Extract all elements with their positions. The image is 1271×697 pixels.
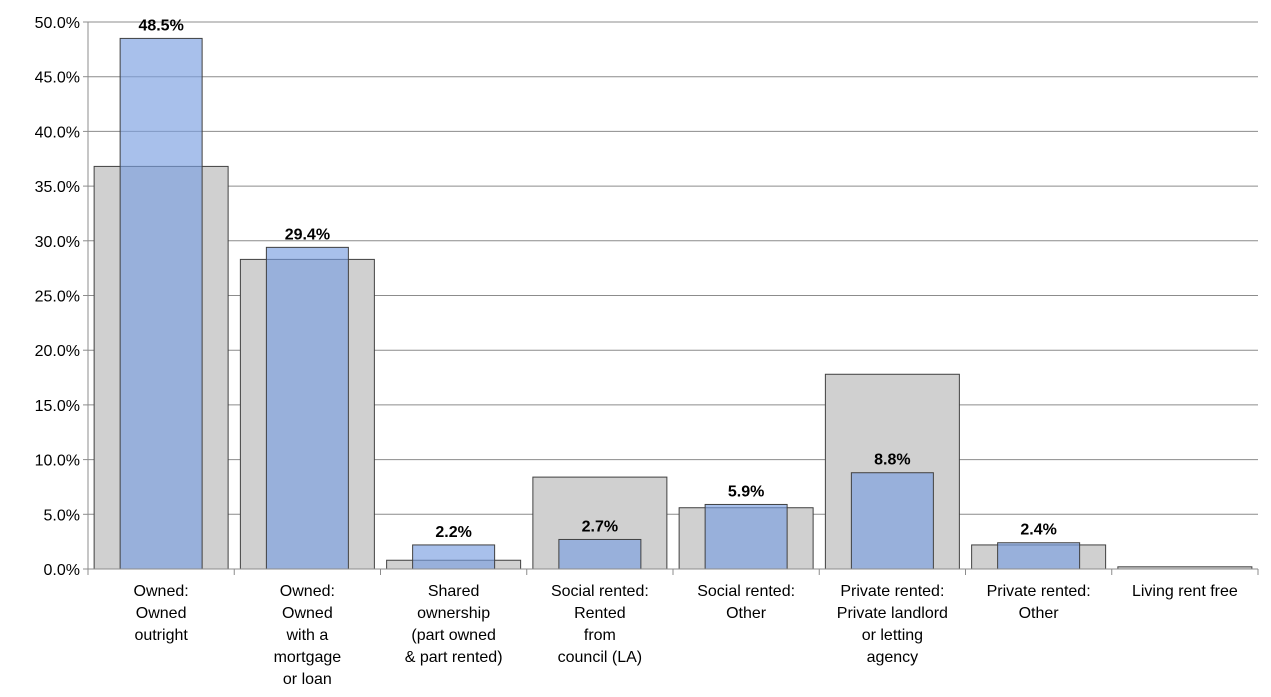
data-label: 2.7% bbox=[582, 518, 618, 535]
bar bbox=[558, 538, 642, 570]
x-tick-label: Living rent free bbox=[1132, 583, 1238, 600]
y-tick-label: 20.0% bbox=[35, 343, 80, 360]
x-tick-label: Private rented: Private landlord or lettin… bbox=[837, 583, 948, 666]
x-tick-label: Social rented: Other bbox=[697, 583, 795, 622]
x-tick-label: Owned: Owned with a mortgage or loan bbox=[274, 583, 342, 688]
data-label: 29.4% bbox=[285, 226, 330, 243]
y-tick-label: 15.0% bbox=[35, 398, 80, 415]
bar bbox=[119, 37, 203, 570]
x-tick-label: Owned: Owned outright bbox=[134, 583, 189, 644]
y-tick-label: 0.0% bbox=[44, 562, 80, 579]
x-tick-label: Shared ownership (part owned & part rented) bbox=[405, 583, 503, 666]
bar bbox=[412, 544, 496, 570]
bar bbox=[997, 542, 1081, 570]
y-tick-label: 10.0% bbox=[35, 453, 80, 470]
data-label: 48.5% bbox=[138, 17, 183, 34]
y-tick-label: 35.0% bbox=[35, 179, 80, 196]
y-tick-label: 50.0% bbox=[35, 15, 80, 32]
x-tick-label: Private rented: Other bbox=[987, 583, 1091, 622]
data-label: 2.2% bbox=[435, 524, 471, 541]
y-tick-label: 45.0% bbox=[35, 70, 80, 87]
y-tick-label: 25.0% bbox=[35, 289, 80, 306]
bar bbox=[265, 246, 349, 570]
bar bbox=[850, 472, 934, 570]
data-label: 5.9% bbox=[728, 483, 764, 500]
bar bbox=[704, 503, 788, 570]
y-tick-label: 40.0% bbox=[35, 124, 80, 141]
x-tick-label: Social rented: Rented from council (LA) bbox=[551, 583, 649, 666]
y-tick-label: 30.0% bbox=[35, 234, 80, 251]
data-label: 8.8% bbox=[874, 452, 910, 469]
y-tick-label: 5.0% bbox=[44, 507, 80, 524]
data-label: 2.4% bbox=[1020, 522, 1056, 539]
